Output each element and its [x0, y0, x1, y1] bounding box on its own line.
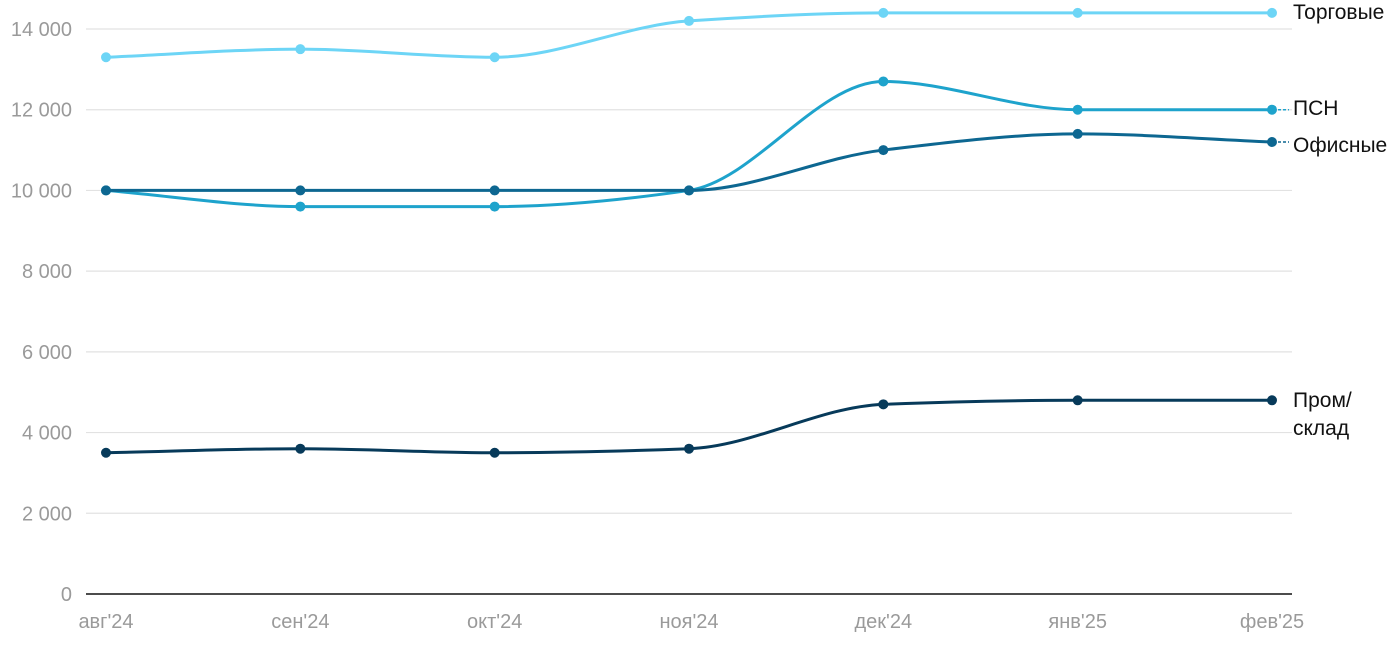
data-point-торговые: [878, 7, 889, 18]
data-point-псн: [489, 201, 500, 212]
data-point-пром-склад: [878, 399, 889, 410]
data-point-торговые: [684, 15, 694, 26]
data-point-офисные: [1267, 137, 1277, 147]
series-label-торговые: Торговые: [1293, 1, 1384, 24]
data-point-пром-склад: [489, 447, 500, 458]
x-tick-label: сен'24: [271, 611, 329, 633]
x-tick-label: окт'24: [467, 611, 522, 633]
data-point-офисные: [878, 145, 889, 156]
x-tick-label: ноя'24: [659, 611, 718, 633]
y-tick-label: 2 000: [22, 503, 72, 525]
y-tick-label: 4 000: [22, 423, 72, 445]
series-label-офисные: Офисные: [1293, 134, 1387, 157]
data-point-пром-склад: [101, 447, 111, 458]
data-point-офисные: [295, 185, 306, 196]
data-point-офисные: [1072, 128, 1083, 139]
data-point-торговые: [1267, 7, 1277, 18]
data-point-торговые: [295, 44, 306, 55]
x-tick-label: фев'25: [1240, 611, 1304, 633]
data-point-псн: [1072, 104, 1083, 115]
y-tick-label: 0: [61, 584, 72, 606]
data-point-пром-склад: [295, 443, 306, 454]
data-point-торговые: [101, 52, 111, 63]
series-layer: [101, 7, 1277, 458]
y-tick-label: 8 000: [22, 261, 72, 283]
data-point-торговые: [489, 52, 500, 63]
data-point-пром-склад: [1267, 395, 1277, 406]
y-tick-label: 6 000: [22, 342, 72, 364]
series-label-пром-склад: Пром/склад: [1293, 389, 1352, 440]
data-point-офисные: [489, 185, 500, 196]
data-point-псн: [878, 76, 889, 87]
x-tick-label: авг'24: [78, 611, 133, 633]
x-axis-ticks: авг'24 сен'24 окт'24 ноя'24 дек'24 янв'25 фев'…: [78, 611, 1304, 633]
y-tick-label: 14 000: [11, 19, 72, 41]
data-point-псн: [295, 201, 306, 212]
y-tick-label: 12 000: [11, 100, 72, 122]
series-label-псн: ПСН: [1293, 97, 1338, 120]
x-tick-label: янв'25: [1048, 611, 1107, 633]
data-point-офисные: [101, 185, 111, 196]
series-labels: Торговые ПСН Офисные Пром/склад: [1278, 1, 1387, 440]
data-point-пром-склад: [1072, 395, 1083, 406]
data-point-торговые: [1072, 7, 1083, 18]
y-tick-label: 10 000: [11, 180, 72, 202]
y-axis-ticks: 0 2 000 4 000 6 000 8 000 10 000 12 000 14 000: [11, 19, 72, 606]
x-tick-label: дек'24: [855, 611, 913, 633]
data-point-псн: [1267, 104, 1277, 115]
data-point-пром-склад: [684, 443, 694, 454]
data-point-офисные: [684, 185, 694, 196]
grid-layer: [86, 28, 1292, 595]
series-line-офисные: [104, 132, 1274, 192]
